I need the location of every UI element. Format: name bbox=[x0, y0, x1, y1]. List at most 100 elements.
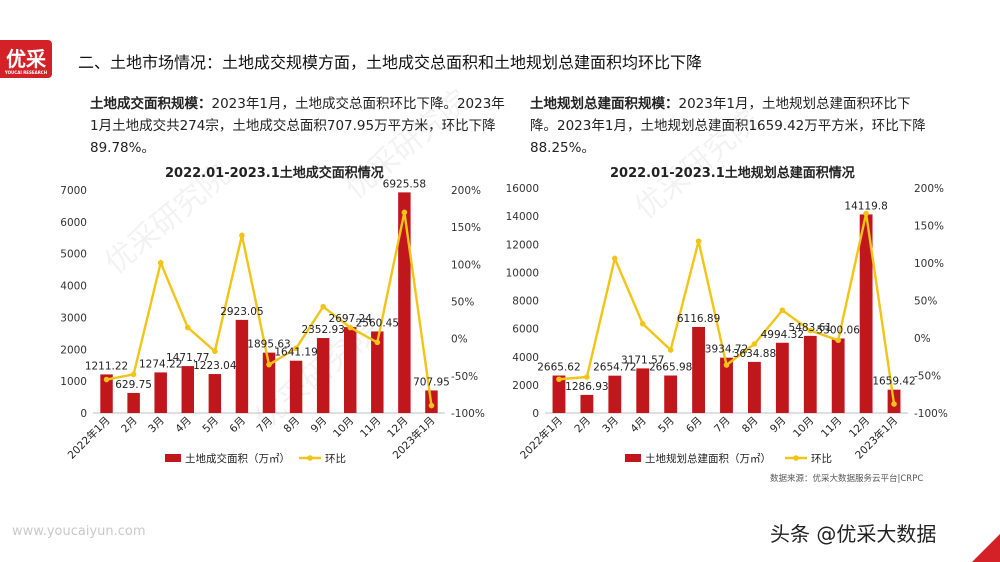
y-left-tick-label: 7000 bbox=[60, 185, 87, 197]
y-left-tick-label: 3000 bbox=[60, 312, 87, 324]
mom-point bbox=[639, 320, 646, 327]
y-right-tick-label: 200% bbox=[914, 183, 944, 195]
legend-bar-label: 土地规划总建面积（万㎡） bbox=[645, 452, 771, 465]
bar bbox=[344, 327, 357, 413]
bar-data-label: 2923.05 bbox=[220, 306, 263, 318]
legend-line-label: 环比 bbox=[325, 452, 346, 465]
mom-point bbox=[212, 348, 218, 355]
bar bbox=[859, 214, 873, 413]
y-right-tick-label: 150% bbox=[914, 221, 944, 233]
x-tick-label: 3月 bbox=[600, 415, 621, 436]
x-tick-label: 3月 bbox=[146, 415, 167, 436]
website-url[interactable]: www.youcaiyun.com bbox=[12, 524, 146, 539]
y-left-tick-label: 6000 bbox=[60, 217, 87, 229]
mom-point bbox=[130, 371, 137, 378]
bar-data-label: 6925.58 bbox=[383, 178, 426, 190]
bar-data-label: 1286.93 bbox=[565, 381, 608, 393]
mom-point bbox=[835, 337, 841, 344]
bar bbox=[552, 375, 566, 413]
y-left-tick-label: 4000 bbox=[60, 281, 87, 293]
y-left-tick-label: 0 bbox=[532, 408, 539, 420]
bar-data-label: 5300.06 bbox=[816, 324, 860, 336]
mom-point bbox=[751, 341, 758, 347]
right-description-text: 2023年1月，土地规划总建面积环比下降。2023年1月，土地规划总建面积165… bbox=[530, 96, 926, 156]
mom-point bbox=[374, 339, 381, 346]
mom-point bbox=[723, 362, 730, 368]
y-right-tick-label: 200% bbox=[451, 185, 481, 197]
x-tick-label: 11月 bbox=[819, 415, 844, 440]
mom-point bbox=[103, 376, 110, 383]
bar-data-label: 629.75 bbox=[115, 379, 152, 391]
y-left-tick-label: 8000 bbox=[512, 296, 539, 308]
legend-bar-label: 土地成交面积（万㎡） bbox=[185, 452, 290, 465]
bar-data-label: 707.95 bbox=[413, 376, 450, 388]
x-tick-label: 6月 bbox=[684, 415, 705, 436]
x-tick-label: 5月 bbox=[200, 415, 221, 436]
data-source: 数据来源：优采大数据服务云平台|CRPC bbox=[770, 474, 924, 484]
mom-point bbox=[157, 260, 164, 266]
y-left-tick-label: 2000 bbox=[512, 380, 539, 392]
bar bbox=[580, 394, 594, 413]
mom-point bbox=[401, 209, 408, 216]
x-tick-label: 4月 bbox=[173, 415, 194, 436]
bar-data-label: 2560.45 bbox=[356, 317, 399, 329]
x-tick-label: 4月 bbox=[628, 415, 649, 436]
bar-data-label: 1641.19 bbox=[274, 347, 317, 359]
legend-bar-swatch bbox=[625, 454, 641, 462]
y-left-tick-label: 16000 bbox=[506, 183, 539, 195]
bar bbox=[208, 374, 222, 413]
y-right-tick-label: 100% bbox=[914, 258, 944, 270]
bar bbox=[803, 335, 817, 413]
bar-data-label: 1895.63 bbox=[247, 339, 290, 351]
bar-data-label: 2697.24 bbox=[329, 313, 373, 325]
x-tick-label: 2月 bbox=[119, 415, 140, 436]
bar bbox=[100, 374, 113, 413]
bar-data-label: 3634.88 bbox=[733, 348, 776, 360]
legend-line-label: 环比 bbox=[811, 452, 832, 465]
bar bbox=[316, 338, 330, 413]
chart-title-left: 2022.01-2023.1土地成交面积情况 bbox=[165, 166, 384, 181]
legend-line-marker bbox=[307, 455, 313, 461]
y-left-tick-label: 0 bbox=[80, 408, 87, 420]
x-tick-label: 9月 bbox=[309, 415, 330, 436]
bar bbox=[608, 375, 622, 413]
mom-point bbox=[556, 376, 562, 383]
land-planning-chart: 0 2000 4000 6000 8000 10000 12000 14000 16000 -10… bbox=[506, 183, 948, 465]
x-tick-label: 7月 bbox=[712, 415, 733, 436]
x-tick-label: 2月 bbox=[572, 415, 593, 436]
y-right-tick-label: 150% bbox=[451, 222, 481, 234]
left-description-text: 2023年1月，土地成交总面积环比下降。2023年1月土地成交共274宗，土地成… bbox=[90, 96, 505, 156]
x-tick-label: 9月 bbox=[768, 415, 789, 436]
x-tick-label: 5月 bbox=[656, 415, 677, 436]
bar bbox=[371, 331, 384, 413]
bar-data-label: 4994.32 bbox=[761, 329, 804, 341]
bar-data-label: 1471.77 bbox=[166, 352, 209, 364]
x-tick-label: 10月 bbox=[331, 415, 356, 440]
x-tick-label: 2022年1月 bbox=[517, 414, 565, 462]
mom-point bbox=[239, 232, 245, 239]
mom-point bbox=[293, 345, 299, 352]
y-left-tick-label: 1000 bbox=[60, 376, 87, 388]
mom-point bbox=[807, 327, 814, 334]
y-left-tick-label: 4000 bbox=[512, 352, 539, 364]
left-description-title: 土地成交面积规模： bbox=[90, 96, 212, 112]
mom-point bbox=[612, 255, 618, 262]
bar-data-label: 1274.22 bbox=[139, 358, 182, 370]
mom-point bbox=[891, 401, 897, 407]
bar bbox=[748, 361, 761, 413]
y-right-tick-label: -50% bbox=[914, 371, 941, 383]
y-left-tick-label: 14000 bbox=[506, 211, 539, 223]
y-right-tick-label: 50% bbox=[451, 297, 474, 309]
bar-data-label: 2352.93 bbox=[301, 324, 344, 336]
x-tick-label: 7月 bbox=[254, 415, 275, 436]
bar-data-label: 2665.98 bbox=[649, 362, 692, 374]
bar-data-label: 3934.72 bbox=[705, 344, 748, 356]
bar-data-label: 2665.62 bbox=[537, 362, 580, 374]
x-tick-label: 11月 bbox=[358, 415, 383, 440]
mom-point bbox=[428, 402, 435, 409]
bar bbox=[127, 392, 140, 413]
x-tick-label: 10月 bbox=[791, 415, 816, 440]
brand-logo: 优采 YOUCAI RESEARCH bbox=[0, 40, 52, 78]
right-description-title: 土地规划总建面积规模： bbox=[530, 96, 679, 112]
bar bbox=[235, 319, 249, 413]
